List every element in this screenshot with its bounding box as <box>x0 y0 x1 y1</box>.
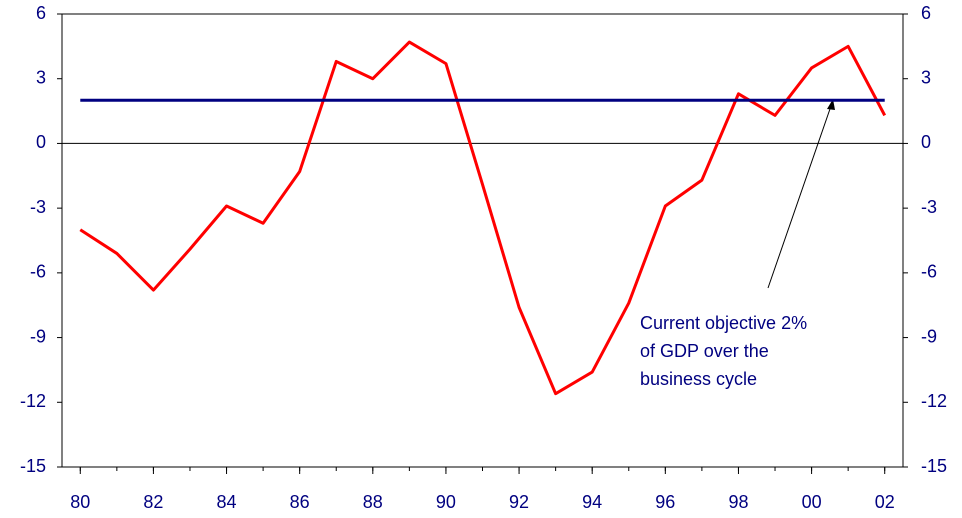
y-tick-label: 3 <box>36 67 46 87</box>
y2-tick-label: -15 <box>921 456 947 476</box>
y2-tick-label: -9 <box>921 326 937 346</box>
x-tick-label: 02 <box>875 492 895 512</box>
x-tick-label: 88 <box>363 492 383 512</box>
x-tick-label: 00 <box>802 492 822 512</box>
annotation: business cycle <box>640 369 757 389</box>
x-tick-label: 82 <box>143 492 163 512</box>
y2-tick-label: -12 <box>921 391 947 411</box>
y2-tick-label: 6 <box>921 3 931 23</box>
x-tick-label: 92 <box>509 492 529 512</box>
annotation-arrow <box>767 105 832 289</box>
x-tick-label: 84 <box>217 492 237 512</box>
y2-tick-label: -3 <box>921 197 937 217</box>
y-tick-label: 6 <box>36 3 46 23</box>
annotation: of GDP over the <box>640 341 769 361</box>
y-tick-label: 0 <box>36 132 46 152</box>
y2-tick-label: 3 <box>921 67 931 87</box>
x-tick-label: 90 <box>436 492 456 512</box>
x-tick-label: 86 <box>290 492 310 512</box>
x-tick-label: 98 <box>728 492 748 512</box>
y-tick-label: -6 <box>30 262 46 282</box>
y-tick-label: -3 <box>30 197 46 217</box>
x-tick-label: 94 <box>582 492 602 512</box>
x-tick-label: 80 <box>70 492 90 512</box>
plot-frame <box>61 13 904 468</box>
y-tick-label: -12 <box>20 391 46 411</box>
y-tick-label: -9 <box>30 326 46 346</box>
y-tick-label: -15 <box>20 456 46 476</box>
y2-tick-label: 0 <box>921 132 931 152</box>
y2-tick-label: -6 <box>921 262 937 282</box>
annotation: Current objective 2% <box>640 313 807 333</box>
x-tick-label: 96 <box>655 492 675 512</box>
